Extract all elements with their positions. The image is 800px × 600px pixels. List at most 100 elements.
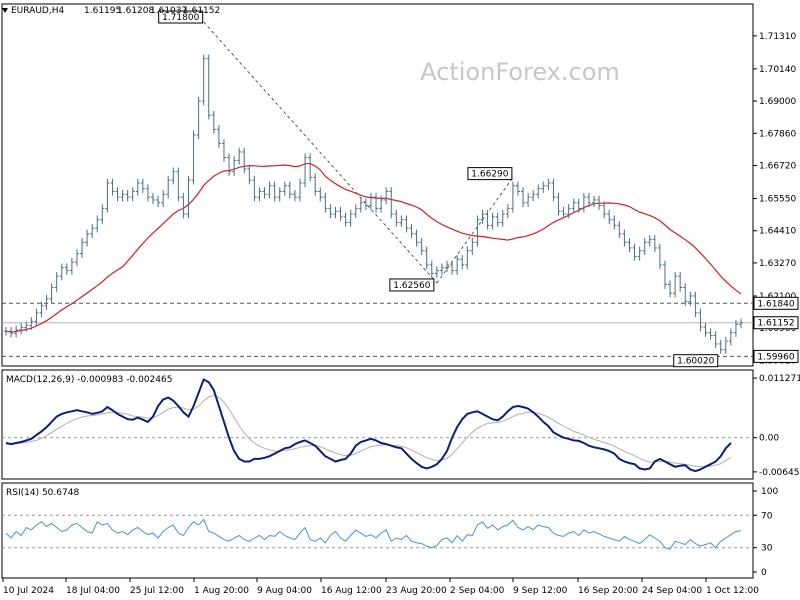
price-bar — [9, 327, 14, 338]
price-bar — [343, 212, 348, 227]
price-bar — [612, 215, 617, 230]
price-bar — [176, 167, 181, 202]
price-tick-label: 1.63270 — [759, 259, 796, 269]
price-bar — [14, 325, 19, 338]
price-bar — [353, 204, 358, 219]
price-bar — [135, 178, 140, 196]
price-bar — [44, 294, 49, 311]
price-bar — [221, 139, 226, 162]
price-bar — [708, 328, 713, 340]
time-axis: 10 Jul 2024 18 Jul 04:00 25 Jul 12:00 1 Aug… — [2, 578, 759, 596]
time-tick-label: 2 Sep 04:00 — [450, 586, 505, 596]
price-bar — [693, 291, 698, 318]
price-bar — [333, 206, 338, 219]
price-bar — [460, 255, 465, 270]
price-tick-label: 1.70140 — [759, 65, 796, 75]
time-tick-label: 23 Aug 20:00 — [386, 586, 447, 596]
price-bar — [536, 184, 541, 199]
price-bars — [4, 54, 743, 354]
price-level-tag-label: 1.61152 — [757, 319, 794, 329]
price-annotation-label: 1.66290 — [471, 170, 508, 180]
price-bar — [211, 110, 216, 134]
price-bar — [607, 209, 612, 224]
price-annotations: 1.71800 1.66290 1.62560 1.60020 — [158, 10, 719, 368]
price-bar — [541, 181, 546, 193]
macd-line — [5, 378, 732, 473]
price-bar — [617, 221, 622, 239]
price-tick-label: 1.69000 — [759, 97, 796, 107]
price-bar — [69, 257, 74, 275]
price-bar — [4, 327, 8, 336]
price-bar — [308, 153, 313, 182]
rsi-panel-frame — [1, 482, 754, 579]
ohlc-high: 1.61208 — [117, 6, 154, 16]
chevron-down-icon[interactable] — [2, 8, 8, 13]
time-tick-label: 10 Jul 2024 — [3, 586, 54, 596]
price-bar — [64, 263, 69, 275]
price-bar — [90, 223, 95, 239]
price-bar — [247, 164, 252, 185]
price-annotation-box — [158, 10, 204, 24]
price-bar — [668, 280, 673, 298]
time-tick-label: 9 Aug 04:00 — [257, 586, 312, 596]
trendline — [436, 177, 514, 284]
price-bar — [54, 271, 59, 292]
rsi-panel: RSI(14) 50.6748 100 70 30 0 — [2, 487, 778, 578]
price-bar — [125, 190, 130, 202]
price-bar — [287, 181, 292, 199]
price-bar — [455, 255, 460, 275]
price-bar — [652, 235, 657, 253]
macd-signal-line — [6, 394, 732, 468]
price-bar — [384, 187, 389, 205]
price-bar — [318, 187, 323, 202]
price-bar — [571, 198, 576, 213]
price-bar — [429, 260, 434, 278]
price-bar — [242, 147, 247, 174]
moving-average — [5, 162, 742, 333]
price-bar — [181, 192, 186, 219]
price-tick-label: 1.64410 — [759, 227, 796, 237]
price-bar — [363, 198, 368, 210]
price-bar — [424, 246, 429, 270]
price-bar — [465, 246, 470, 270]
price-bar — [252, 175, 257, 202]
price-bar — [556, 192, 561, 216]
time-tick-label: 9 Sep 12:00 — [513, 586, 568, 596]
price-level-tag-label: 1.61840 — [757, 299, 794, 309]
time-tick-label: 16 Sep 20:00 — [578, 586, 638, 596]
price-bar — [389, 187, 394, 219]
price-bar — [470, 238, 475, 256]
price-bar — [272, 181, 277, 202]
macd-tick-label: 0.011271 — [759, 374, 800, 384]
price-bar — [642, 238, 647, 256]
price-bar — [673, 271, 678, 298]
price-bar — [566, 204, 571, 219]
price-bar — [683, 283, 688, 306]
price-bar — [100, 204, 105, 224]
price-bar — [657, 243, 662, 270]
price-tick-label: 1.66720 — [759, 161, 796, 171]
rsi-tick-label: 0 — [761, 568, 767, 578]
price-bar — [728, 328, 733, 346]
price-bar — [282, 181, 287, 196]
price-level-tag — [753, 349, 799, 363]
ohlc-close: 1.61152 — [183, 6, 220, 16]
price-bar — [191, 130, 196, 185]
price-bar — [495, 212, 500, 227]
price-bar — [723, 336, 728, 354]
price-bar — [439, 263, 444, 275]
price-bar — [531, 190, 536, 202]
price-bar — [414, 229, 419, 247]
macd-panel: MACD(12,26,9) -0.000983 -0.002465 0.01127… — [2, 374, 800, 478]
price-tick-label: 1.71310 — [759, 32, 796, 42]
price-bar — [39, 301, 44, 318]
ohlc-low: 1.61037 — [150, 6, 187, 16]
price-level-tag — [753, 316, 799, 330]
price-bar — [647, 235, 652, 247]
price-level-tag — [753, 296, 799, 310]
price-bar — [561, 206, 566, 219]
price-bar — [298, 178, 302, 202]
price-bar — [166, 175, 171, 199]
price-bar — [201, 54, 206, 106]
